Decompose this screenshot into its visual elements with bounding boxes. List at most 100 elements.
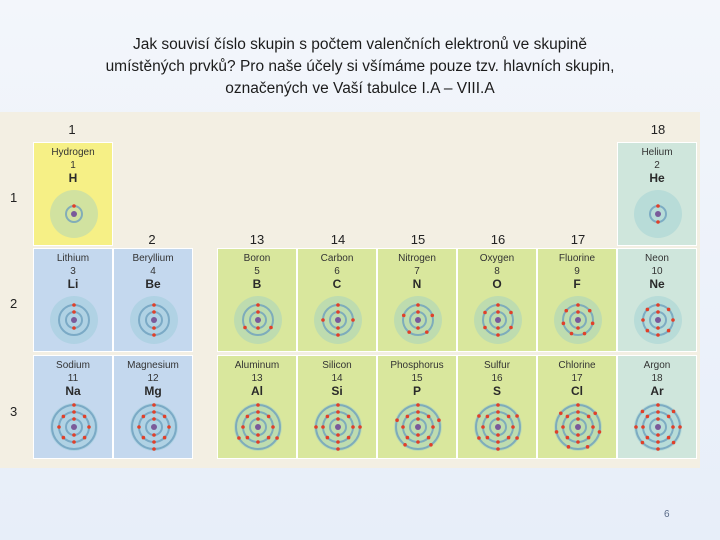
electron xyxy=(152,417,156,421)
nucleus xyxy=(655,317,661,323)
element-symbol: H xyxy=(68,171,78,185)
bohr-atom-diagram xyxy=(634,296,682,344)
electron xyxy=(496,417,500,421)
electron xyxy=(593,411,598,416)
electron xyxy=(634,425,638,429)
nucleus xyxy=(495,317,501,323)
electron xyxy=(656,220,660,224)
electron xyxy=(558,411,563,416)
electron xyxy=(256,440,260,444)
electron xyxy=(72,310,76,314)
electron xyxy=(325,435,330,440)
element-name: Helium xyxy=(641,147,673,158)
element-atomic-number: 15 xyxy=(411,373,423,384)
electron xyxy=(496,440,500,444)
electron xyxy=(656,433,660,437)
nucleus xyxy=(335,317,341,323)
electron xyxy=(72,303,76,307)
electron xyxy=(591,425,595,429)
electron xyxy=(576,440,580,444)
electron xyxy=(336,440,340,444)
element-atomic-number: 8 xyxy=(494,266,500,277)
electron xyxy=(576,310,580,314)
electron xyxy=(587,308,592,313)
electron xyxy=(656,417,660,421)
electron xyxy=(72,433,76,437)
electron xyxy=(243,325,247,330)
electron xyxy=(416,440,420,444)
element-symbol: C xyxy=(332,277,342,291)
bohr-atom-diagram xyxy=(394,296,442,344)
electron xyxy=(496,326,500,330)
electron xyxy=(321,318,325,322)
nucleus xyxy=(415,317,421,323)
element-cell-o: Oxygen 8 O xyxy=(457,248,537,352)
electron xyxy=(554,430,559,434)
electron xyxy=(416,403,420,407)
electron xyxy=(656,303,660,307)
bohr-atom-diagram xyxy=(234,403,282,451)
electron xyxy=(666,328,671,333)
element-cell-f: Fluorine 9 F xyxy=(537,248,617,352)
electron xyxy=(666,307,671,312)
electron xyxy=(72,204,76,208)
electron xyxy=(336,433,340,437)
electron xyxy=(671,318,675,322)
element-atomic-number: 1 xyxy=(70,160,76,171)
bohr-atom-diagram xyxy=(474,403,522,451)
electron xyxy=(245,435,250,440)
electron xyxy=(586,414,591,419)
electron xyxy=(576,303,580,307)
period-label-3: 3 xyxy=(10,404,18,419)
electron xyxy=(506,435,511,440)
electron xyxy=(564,308,569,313)
electron xyxy=(152,433,156,437)
electron xyxy=(586,435,591,440)
electron xyxy=(671,425,675,429)
electron xyxy=(401,425,405,429)
electron xyxy=(565,435,570,440)
nucleus xyxy=(655,211,661,217)
title-line-2: umístěných prvků? Pro naše účely si vším… xyxy=(105,58,615,75)
electron xyxy=(271,425,275,429)
electron xyxy=(561,425,565,429)
element-name: Aluminum xyxy=(234,360,280,371)
element-name: Argon xyxy=(643,360,671,371)
bohr-atom-diagram xyxy=(130,403,178,451)
element-symbol: N xyxy=(412,277,422,291)
electron xyxy=(72,417,76,421)
nucleus xyxy=(335,424,341,430)
electron xyxy=(561,321,566,326)
element-cell-si: Silicon 14 Si xyxy=(297,355,377,459)
electron xyxy=(429,442,433,447)
electron xyxy=(496,303,500,307)
periodic-table-figure: 1 2 13 14 15 16 17 18 1 2 3 Hydrogen 1 H He… xyxy=(0,112,700,468)
electron xyxy=(87,425,91,429)
electron xyxy=(405,435,410,440)
element-cell-li: Lithium 3 Li xyxy=(33,248,113,352)
element-cell-s: Sulfur 16 S xyxy=(457,355,537,459)
electron xyxy=(483,310,487,315)
electron xyxy=(511,425,515,429)
element-name: Magnesium xyxy=(127,360,179,371)
element-cell-be: Beryllium 4 Be xyxy=(113,248,193,352)
electron xyxy=(256,433,260,437)
electron xyxy=(346,435,351,440)
electron xyxy=(321,425,325,429)
nucleus xyxy=(575,424,581,430)
bohr-atom-diagram xyxy=(130,296,178,344)
electron xyxy=(72,403,76,407)
title-line-1: Jak souvisí číslo skupin s počtem valenč… xyxy=(132,36,588,53)
electron xyxy=(237,436,241,440)
electron xyxy=(167,425,171,429)
electron xyxy=(656,204,660,208)
electron xyxy=(152,440,156,444)
electron xyxy=(666,414,671,419)
electron xyxy=(582,331,587,336)
electron xyxy=(515,436,519,440)
nucleus xyxy=(151,317,157,323)
electron xyxy=(82,414,87,419)
element-name: Hydrogen xyxy=(51,147,95,158)
electron xyxy=(496,410,500,414)
electron xyxy=(437,418,441,423)
